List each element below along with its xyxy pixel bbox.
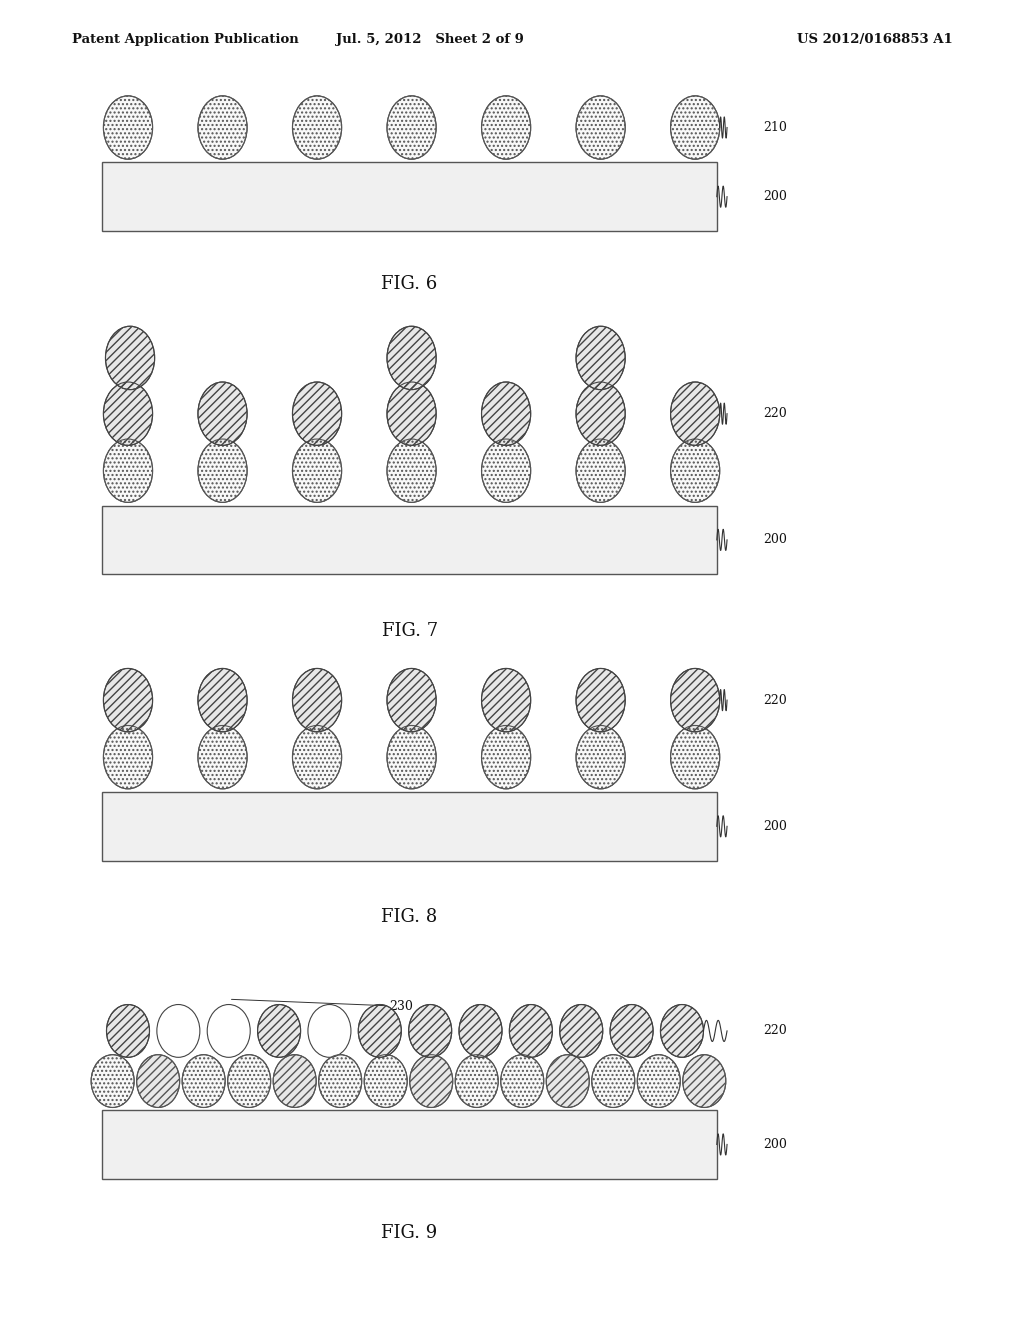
Ellipse shape	[387, 96, 436, 160]
Ellipse shape	[660, 1005, 703, 1057]
Ellipse shape	[577, 440, 626, 503]
Ellipse shape	[103, 668, 153, 731]
Ellipse shape	[198, 440, 247, 503]
Ellipse shape	[481, 440, 530, 503]
Ellipse shape	[637, 1055, 680, 1107]
Text: 220: 220	[763, 1024, 786, 1038]
Ellipse shape	[198, 381, 247, 445]
Ellipse shape	[671, 381, 720, 445]
Ellipse shape	[577, 381, 626, 445]
Ellipse shape	[387, 440, 436, 503]
Ellipse shape	[157, 1005, 200, 1057]
Text: Patent Application Publication: Patent Application Publication	[72, 33, 298, 46]
Text: 220: 220	[763, 693, 786, 706]
Ellipse shape	[546, 1055, 589, 1107]
Text: 200: 200	[763, 190, 786, 203]
Ellipse shape	[103, 381, 153, 445]
Text: US 2012/0168853 A1: US 2012/0168853 A1	[797, 33, 952, 46]
Ellipse shape	[198, 96, 247, 160]
Text: 200: 200	[763, 820, 786, 833]
Ellipse shape	[459, 1005, 502, 1057]
Ellipse shape	[207, 1005, 250, 1057]
Text: FIG. 9: FIG. 9	[382, 1224, 437, 1242]
Ellipse shape	[365, 1055, 408, 1107]
Ellipse shape	[273, 1055, 316, 1107]
Ellipse shape	[293, 96, 342, 160]
Ellipse shape	[293, 440, 342, 503]
Ellipse shape	[387, 726, 436, 789]
Text: 200: 200	[763, 1138, 786, 1151]
Ellipse shape	[258, 1005, 301, 1057]
Bar	[102, 1110, 717, 1179]
Ellipse shape	[683, 1055, 726, 1107]
Ellipse shape	[577, 96, 626, 160]
Ellipse shape	[103, 726, 153, 789]
Ellipse shape	[577, 326, 626, 389]
Ellipse shape	[671, 96, 720, 160]
Text: 230: 230	[231, 999, 413, 1012]
Text: FIG. 7: FIG. 7	[382, 622, 437, 640]
Ellipse shape	[409, 1005, 452, 1057]
Ellipse shape	[410, 1055, 453, 1107]
Text: 200: 200	[763, 533, 786, 546]
Ellipse shape	[387, 668, 436, 731]
Ellipse shape	[560, 1005, 603, 1057]
Ellipse shape	[227, 1055, 270, 1107]
Text: Jul. 5, 2012   Sheet 2 of 9: Jul. 5, 2012 Sheet 2 of 9	[336, 33, 524, 46]
Text: 210: 210	[763, 121, 786, 135]
Ellipse shape	[182, 1055, 225, 1107]
Ellipse shape	[456, 1055, 499, 1107]
Ellipse shape	[103, 96, 153, 160]
Ellipse shape	[358, 1005, 401, 1057]
Ellipse shape	[610, 1005, 653, 1057]
Ellipse shape	[481, 96, 530, 160]
Ellipse shape	[318, 1055, 361, 1107]
Ellipse shape	[387, 381, 436, 445]
Ellipse shape	[308, 1005, 351, 1057]
Ellipse shape	[577, 668, 626, 731]
Ellipse shape	[293, 668, 342, 731]
Ellipse shape	[671, 668, 720, 731]
Ellipse shape	[671, 440, 720, 503]
Ellipse shape	[481, 726, 530, 789]
Ellipse shape	[481, 668, 530, 731]
Ellipse shape	[136, 1055, 179, 1107]
Bar	[102, 792, 717, 861]
Ellipse shape	[293, 381, 342, 445]
Ellipse shape	[509, 1005, 552, 1057]
Ellipse shape	[293, 726, 342, 789]
Ellipse shape	[103, 440, 153, 503]
Ellipse shape	[577, 726, 626, 789]
Text: FIG. 6: FIG. 6	[382, 275, 437, 293]
Ellipse shape	[91, 1055, 134, 1107]
Ellipse shape	[501, 1055, 544, 1107]
Ellipse shape	[198, 668, 247, 731]
Ellipse shape	[481, 381, 530, 445]
Ellipse shape	[198, 726, 247, 789]
Text: 220: 220	[763, 407, 786, 420]
Ellipse shape	[105, 326, 155, 389]
Ellipse shape	[106, 1005, 150, 1057]
Bar	[102, 506, 717, 574]
Bar	[102, 162, 717, 231]
Ellipse shape	[387, 326, 436, 389]
Ellipse shape	[592, 1055, 635, 1107]
Text: FIG. 8: FIG. 8	[382, 908, 437, 927]
Ellipse shape	[671, 726, 720, 789]
